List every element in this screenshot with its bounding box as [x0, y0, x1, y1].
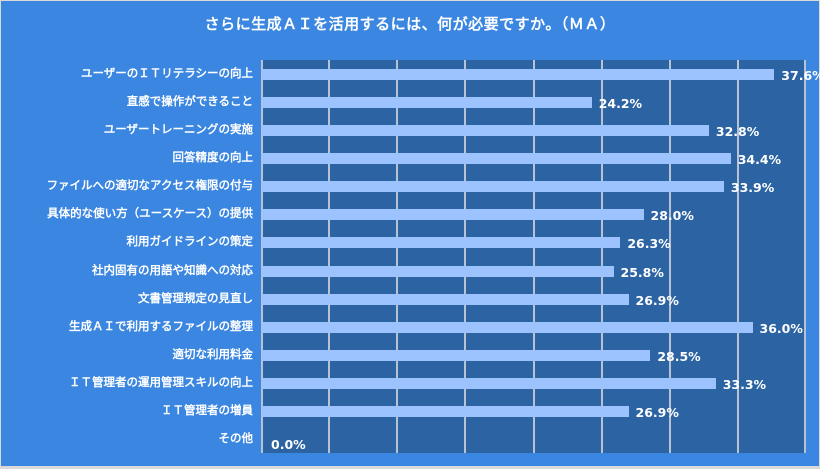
bar — [262, 265, 614, 277]
category-label: ユーザーのＩＴリテラシーの向上 — [80, 66, 253, 81]
category-label: 回答精度の向上 — [172, 150, 254, 165]
category-label: 直感で操作ができること — [126, 94, 253, 109]
gridline — [601, 60, 603, 453]
gridline — [396, 60, 398, 453]
category-label: 文書管理規定の見直し — [138, 290, 253, 305]
bar — [262, 209, 644, 221]
data-label: 34.4% — [737, 152, 782, 168]
data-label: 0.0% — [271, 436, 306, 452]
data-label: 28.5% — [657, 348, 701, 364]
gridline — [737, 60, 739, 453]
data-label: 25.8% — [620, 264, 664, 280]
bar — [262, 405, 629, 417]
data-label: 33.3% — [722, 376, 767, 392]
category-label: 社内固有の用語や知識への対応 — [92, 262, 253, 277]
gridline — [804, 60, 806, 453]
bar — [262, 349, 651, 361]
data-label: 26.9% — [635, 292, 679, 308]
data-label: 32.8% — [715, 124, 760, 140]
category-label: 具体的な使い方（ユースケース）の提供 — [47, 206, 253, 221]
gridline — [464, 60, 466, 453]
data-label: 36.0% — [759, 320, 803, 336]
bar — [262, 237, 621, 249]
gridline — [328, 60, 330, 453]
gridline — [261, 60, 263, 453]
category-label: 生成ＡＩで利用するファイルの整理 — [69, 318, 253, 333]
category-label: その他 — [218, 430, 254, 445]
bar — [262, 293, 629, 305]
gridline — [533, 60, 535, 453]
data-label: 37.6% — [781, 68, 820, 84]
bar — [262, 181, 724, 193]
data-label: 33.9% — [730, 180, 775, 196]
gridline — [669, 60, 671, 453]
bar — [262, 153, 731, 165]
data-label: 24.2% — [598, 96, 643, 112]
category-label: ファイルへの適切なアクセス権限の付与 — [46, 178, 253, 193]
data-label: 26.3% — [627, 236, 671, 252]
chart-title: さらに生成ＡＩを活用するには、何が必要ですか。（ＭＡ） — [204, 15, 616, 33]
data-label: 26.9% — [635, 404, 679, 420]
category-label: 適切な利用料金 — [172, 346, 254, 361]
category-label: ＩＴ管理者の運用管理スキルの向上 — [69, 374, 253, 389]
category-label: ユーザートレーニングの実施 — [103, 122, 253, 137]
bar — [262, 69, 775, 81]
bar — [262, 377, 716, 389]
data-label: 28.0% — [650, 208, 694, 224]
plot-area: 37.6% 24.2% 32.8% 34.4% 33.9% 28.0% 26.3% 25.8%… — [261, 60, 820, 453]
bar — [262, 125, 709, 137]
bar — [262, 321, 753, 333]
category-label: ＩＴ管理者の増員 — [161, 402, 253, 417]
category-label: 利用ガイドラインの策定 — [126, 234, 254, 249]
bar — [262, 97, 592, 109]
